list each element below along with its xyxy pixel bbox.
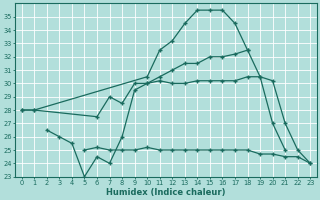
X-axis label: Humidex (Indice chaleur): Humidex (Indice chaleur) xyxy=(106,188,226,197)
